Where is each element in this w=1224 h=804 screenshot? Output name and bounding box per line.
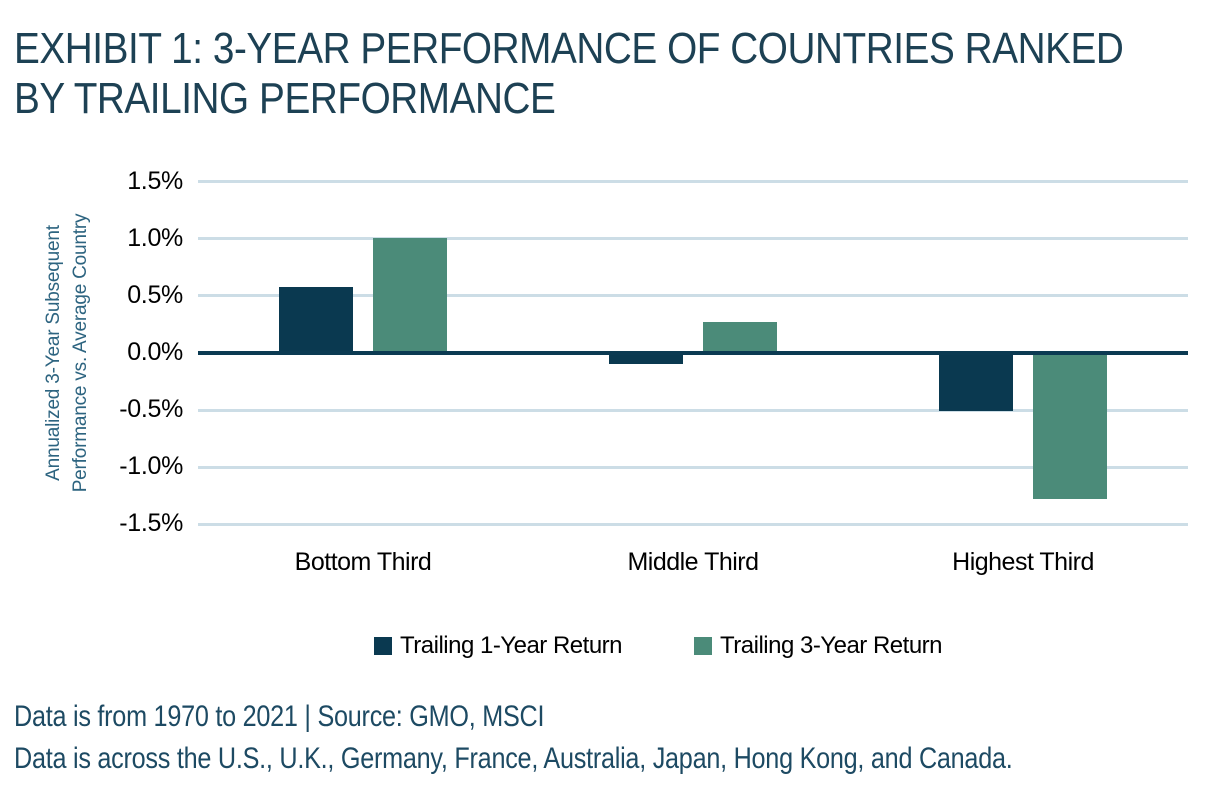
- y-tick-label--1.0%: -1.0%: [119, 452, 183, 481]
- gridline--1.0%: [198, 465, 1188, 469]
- bar-trailing-3-year-return-bottom-third: [373, 238, 447, 353]
- y-tick-label-0.0%: 0.0%: [127, 338, 183, 366]
- zero-axis-line: [198, 351, 1188, 355]
- source-note: Data is from 1970 to 2021 | Source: GMO,…: [14, 700, 545, 733]
- legend-item-trailing-3-year: Trailing 3-Year Return: [694, 632, 943, 660]
- y-tick-label-0.5%: 0.5%: [127, 280, 183, 309]
- bar-trailing-3-year-return-middle-third: [703, 322, 777, 353]
- page-title-line-2: BY TRAILING PERFORMANCE: [14, 74, 556, 123]
- page-title-line-1: EXHIBIT 1: 3-YEAR PERFORMANCE OF COUNTRI…: [14, 24, 1124, 73]
- legend-swatch-trailing-1-year: [374, 637, 392, 655]
- x-axis-label-bottom-third: Bottom Third: [294, 548, 432, 576]
- page-title: EXHIBIT 1: 3-YEAR PERFORMANCE OF COUNTRI…: [14, 24, 1224, 124]
- x-axis-label-highest-third: Highest Third: [952, 548, 1094, 576]
- coverage-note: Data is across the U.S., U.K., Germany, …: [14, 742, 1013, 775]
- gridline--1.5%: [198, 522, 1188, 526]
- y-tick-label--1.5%: -1.5%: [119, 509, 183, 538]
- x-axis-label-middle-third: Middle Third: [627, 548, 759, 576]
- bar-trailing-1-year-return-middle-third: [609, 353, 683, 364]
- legend-swatch-trailing-3-year: [694, 637, 712, 655]
- gridline-1.0%: [198, 237, 1188, 241]
- gridline-0.5%: [198, 294, 1188, 298]
- legend-item-trailing-1-year: Trailing 1-Year Return: [374, 632, 623, 660]
- legend-label-trailing-1-year: Trailing 1-Year Return: [400, 632, 623, 659]
- gridline-1.5%: [198, 180, 1188, 184]
- y-tick-label-1.5%: 1.5%: [127, 166, 183, 195]
- legend-label-trailing-3-year: Trailing 3-Year Return: [720, 632, 943, 659]
- gridline--0.5%: [198, 408, 1188, 412]
- bar-trailing-3-year-return-highest-third: [1033, 353, 1107, 499]
- bar-trailing-1-year-return-bottom-third: [279, 287, 353, 353]
- y-tick-label--0.5%: -0.5%: [119, 395, 183, 424]
- y-tick-label-1.0%: 1.0%: [127, 223, 183, 252]
- bar-trailing-1-year-return-highest-third: [939, 353, 1013, 411]
